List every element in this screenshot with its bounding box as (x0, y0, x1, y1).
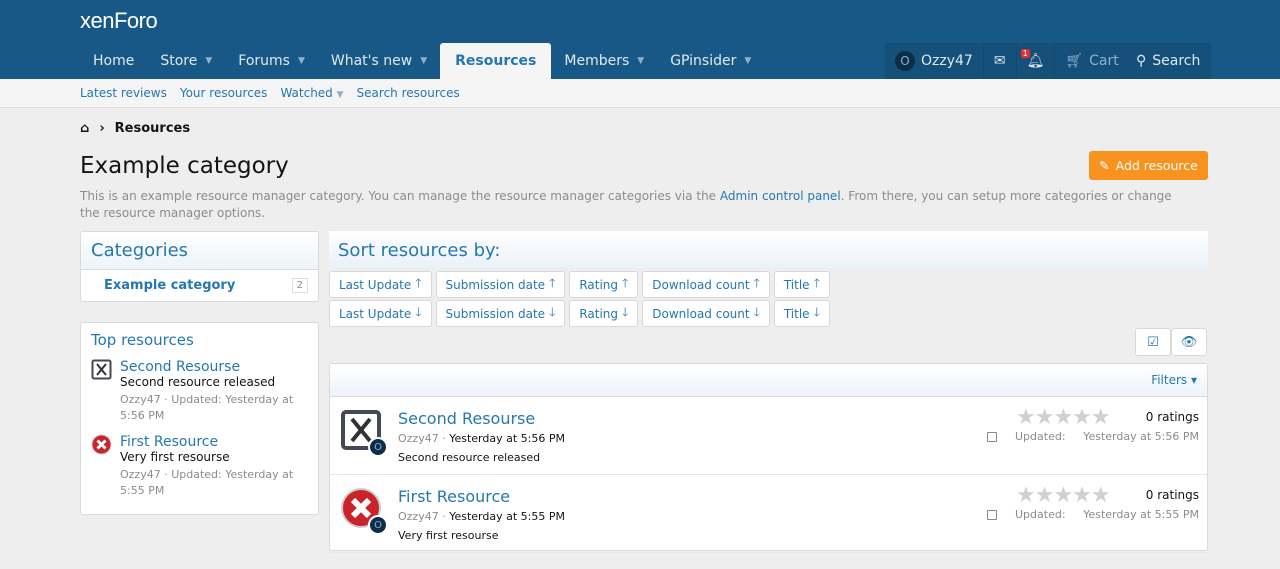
rating-stars: ★★★★★ (1016, 405, 1111, 430)
chevron-down-icon[interactable]: ▼ (297, 55, 305, 66)
checkbox-icon: ☑ (1147, 334, 1159, 350)
categories-title: Categories (81, 232, 318, 270)
sort-header: Sort resources by: (329, 231, 1208, 269)
arrow-up-icon: 🡑 (549, 276, 556, 290)
home-icon[interactable]: ⌂ (80, 121, 90, 136)
resource-title-link[interactable]: Second Resourse (398, 409, 536, 428)
nav-tab-what-s-new[interactable]: What's new ▼ (318, 43, 440, 79)
breadcrumb: ⌂ › Resources (80, 121, 191, 136)
chevron-down-icon[interactable]: ▼ (744, 55, 752, 66)
arrow-down-icon: 🡓 (415, 305, 422, 319)
top-resource-title[interactable]: First Resource (120, 434, 219, 450)
subnav-link[interactable]: Your resources (179, 86, 268, 100)
add-resource-button[interactable]: ✎ Add resource (1089, 151, 1208, 180)
resource-list: Filters ▾ O Second Resourse Ozzy47 · Yeste… (329, 363, 1208, 553)
header: xenForo Home Store ▼ Forums ▼ What's new ▼ Reso… (0, 0, 1280, 79)
admin-cp-link[interactable]: Admin control panel (719, 189, 841, 203)
subnav-link[interactable]: Watched ▼ (280, 86, 344, 100)
arrow-up-icon: 🡑 (813, 276, 820, 290)
alerts-button[interactable]: 1 🔔︎ (1017, 43, 1056, 79)
nav-tab-forums[interactable]: Forums ▼ (225, 43, 318, 79)
top-resource-item: First Resource Very first resourse Ozzy47 … (91, 434, 318, 499)
resource-row: O Second Resourse Ozzy47 · Yesterday at 5:… (330, 397, 1207, 475)
avatar: O (895, 51, 915, 71)
alerts-badge: 1 (1020, 49, 1030, 58)
sort-submission-date-desc-button[interactable]: Submission date 🡓 (435, 300, 566, 327)
user-block: O Ozzy47 ✉ 1 🔔︎ 🛒︎ Cart (885, 43, 1129, 79)
conversations-button[interactable]: ✉ (984, 43, 1017, 79)
watch-toggle-button[interactable]: 👁︎ (1171, 328, 1207, 356)
resource-title-link[interactable]: First Resource (398, 487, 511, 506)
avatar[interactable]: O (368, 437, 388, 457)
sort-descending-row: Last Update 🡓 Submission date 🡓 Rating 🡓 Downl… (329, 300, 830, 327)
account-button[interactable]: O Ozzy47 (885, 43, 984, 79)
sort-last-update-asc-button[interactable]: Last Update 🡑 (329, 271, 432, 298)
arrow-up-icon: 🡑 (622, 276, 629, 290)
chevron-down-icon[interactable]: ▼ (336, 90, 344, 100)
logo[interactable]: xenForo (80, 8, 158, 33)
author-link[interactable]: Ozzy47 (398, 510, 439, 523)
top-resource-item: Second Resourse Second resource released O… (91, 359, 318, 424)
edit-icon: ✎ (1099, 158, 1110, 173)
subnav-link[interactable]: Latest reviews (80, 86, 167, 100)
arrow-up-icon: 🡑 (753, 276, 760, 290)
author-link[interactable]: Ozzy47 (398, 432, 439, 445)
resource-row: O First Resource Ozzy47 · Yesterday at 5:5… (330, 475, 1207, 553)
arrow-down-icon: 🡓 (813, 305, 820, 319)
category-item[interactable]: Example category 2 (81, 270, 318, 301)
search-icon: ⚲ (1136, 53, 1147, 69)
sort-rating-desc-button[interactable]: Rating 🡓 (569, 300, 639, 327)
username: Ozzy47 (921, 53, 973, 69)
eye-icon: 👁︎ (1180, 334, 1198, 350)
bell-icon: 🔔︎ (1026, 53, 1045, 69)
chevron-down-icon[interactable]: ▼ (420, 55, 428, 66)
sort-last-update-desc-button[interactable]: Last Update 🡓 (329, 300, 432, 327)
filters-button[interactable]: Filters ▾ (1151, 373, 1197, 387)
sort-title-asc-button[interactable]: Title 🡑 (773, 271, 830, 298)
sort-rating-asc-button[interactable]: Rating 🡑 (569, 271, 639, 298)
nav-tab-store[interactable]: Store ▼ (147, 43, 225, 79)
chevron-down-icon[interactable]: ▼ (637, 55, 645, 66)
chevron-down-icon[interactable]: ▼ (205, 55, 213, 66)
nav-tab-members[interactable]: Members ▼ (551, 43, 657, 79)
sort-ascending-row: Last Update 🡑 Submission date 🡑 Rating 🡑 Downl… (329, 271, 830, 298)
select-toggle-button[interactable]: ☑ (1135, 328, 1171, 356)
categories-block: Categories Example category 2 (80, 231, 319, 302)
rating-stars: ★★★★★ (1016, 483, 1111, 508)
nav-tab-home[interactable]: Home (93, 52, 135, 69)
red-x-circle-icon (91, 434, 112, 455)
search-button[interactable]: ⚲ Search (1125, 43, 1212, 79)
page-title: Example category (80, 153, 289, 179)
sort-submission-date-asc-button[interactable]: Submission date 🡑 (435, 271, 566, 298)
top-resources-title: Top resources (91, 331, 194, 349)
filters-bar: Filters ▾ (330, 364, 1207, 397)
cart-icon: 🛒︎ (1065, 53, 1084, 69)
count-badge: 2 (291, 278, 308, 293)
nav-tab-gpinsider[interactable]: GPinsider ▼ (657, 43, 764, 79)
sort-download-count-desc-button[interactable]: Download count 🡓 (642, 300, 770, 327)
x-box-icon (91, 359, 112, 380)
nav-tab-resources[interactable]: Resources (440, 43, 552, 79)
cart-button[interactable]: 🛒︎ Cart (1065, 53, 1119, 69)
arrow-down-icon: 🡓 (549, 305, 556, 319)
arrow-down-icon: 🡓 (753, 305, 760, 319)
top-resources-block: Top resources Second Resourse Second reso… (80, 322, 319, 515)
avatar[interactable]: O (368, 515, 388, 535)
select-checkbox[interactable] (987, 510, 997, 520)
select-checkbox[interactable] (987, 432, 997, 442)
arrow-up-icon: 🡑 (415, 276, 422, 290)
arrow-down-icon: 🡓 (622, 305, 629, 319)
sort-download-count-asc-button[interactable]: Download count 🡑 (642, 271, 770, 298)
category-description: This is an example resource manager cate… (80, 189, 1172, 220)
main-nav: Home Store ▼ Forums ▼ What's new ▼ Resources Mem… (80, 43, 764, 79)
breadcrumb-resources[interactable]: Resources (114, 121, 191, 136)
subnav-link[interactable]: Search resources (356, 86, 460, 100)
top-resource-title[interactable]: Second Resourse (120, 359, 241, 375)
sub-nav: Latest reviews Your resources Watched ▼ Sea… (0, 79, 1280, 108)
sort-title-desc-button[interactable]: Title 🡓 (773, 300, 830, 327)
envelope-icon: ✉ (993, 53, 1006, 69)
